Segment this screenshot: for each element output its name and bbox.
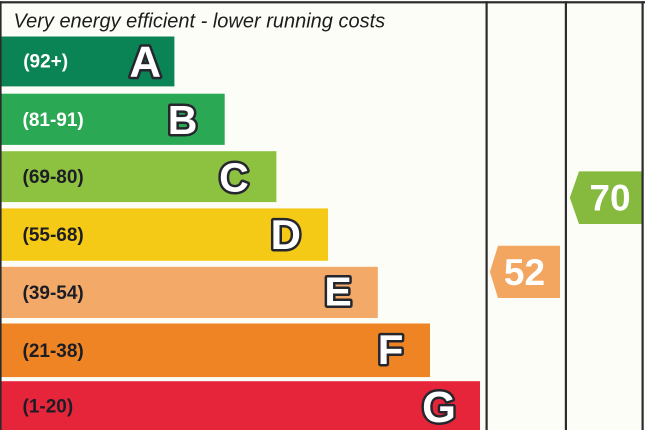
svg-text:A: A xyxy=(129,38,161,87)
svg-text:70: 70 xyxy=(589,178,630,219)
svg-text:E: E xyxy=(324,268,351,314)
svg-text:Very energy efficient - lower: Very energy efficient - lower running co… xyxy=(14,11,386,33)
svg-text:(81-91): (81-91) xyxy=(23,110,84,131)
svg-text:(21-38): (21-38) xyxy=(23,341,84,362)
svg-text:(39-54): (39-54) xyxy=(23,283,84,304)
svg-text:G: G xyxy=(422,384,456,430)
svg-text:D: D xyxy=(271,211,301,258)
svg-text:(55-68): (55-68) xyxy=(23,225,84,246)
svg-text:C: C xyxy=(219,155,249,201)
svg-text:F: F xyxy=(378,326,404,373)
svg-text:(92+): (92+) xyxy=(23,51,68,72)
svg-text:(69-80): (69-80) xyxy=(23,167,84,188)
svg-text:52: 52 xyxy=(504,252,545,293)
svg-text:(1-20): (1-20) xyxy=(23,397,74,418)
svg-text:B: B xyxy=(168,97,198,143)
